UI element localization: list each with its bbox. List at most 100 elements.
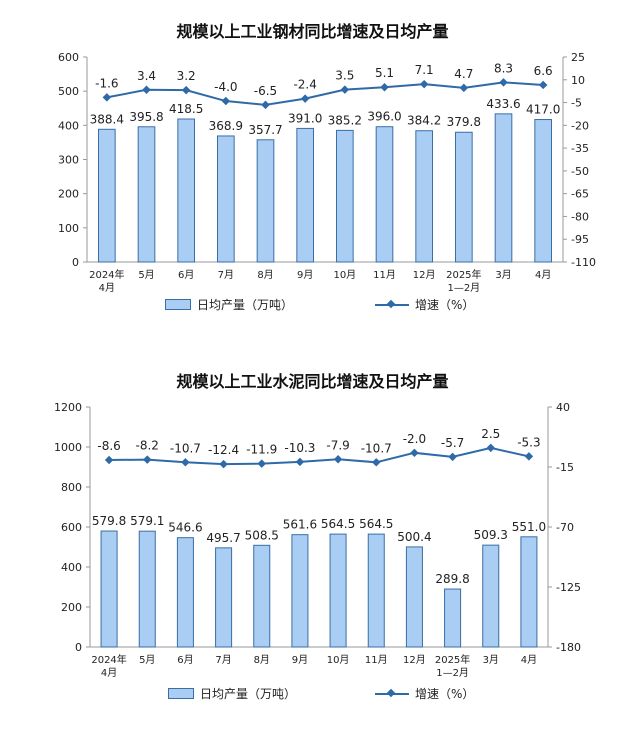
bar-value-label: 509.3: [474, 528, 508, 542]
growth-value-label: -8.6: [97, 439, 120, 453]
x-tick-label: 5月: [139, 654, 155, 666]
right-tick-label: -70: [556, 521, 574, 534]
growth-point: [104, 455, 114, 465]
x-tick-label: 1—2月: [436, 667, 469, 679]
left-tick-label: 400: [58, 119, 79, 132]
x-tick-label: 4月: [521, 654, 537, 666]
right-tick-label: -35: [571, 142, 589, 155]
bar-value-label: 388.4: [90, 112, 124, 126]
x-tick-label: 4月: [101, 667, 117, 679]
x-tick-label: 2024年: [89, 268, 124, 281]
x-tick-label: 12月: [403, 654, 426, 666]
right-tick-label: 40: [556, 401, 570, 414]
left-tick-label: 100: [58, 222, 79, 235]
steel-chart: 规模以上工业钢材同比增速及日均产量 0 100 200 300 400 500 600 25 1…: [0, 0, 625, 345]
legend-bar-label: 日均产量（万吨）: [197, 298, 294, 312]
bar-value-label: 396.0: [367, 110, 401, 124]
growth-value-label: -12.4: [208, 443, 239, 457]
growth-point: [340, 85, 350, 94]
growth-point: [380, 82, 389, 92]
growth-value-label: -7.9: [326, 438, 349, 452]
bar: [137, 126, 156, 263]
legend-line: 增速（%）: [375, 685, 474, 702]
bar: [415, 130, 433, 263]
bar: [336, 129, 354, 263]
bar: [329, 533, 347, 648]
growth-point: [459, 83, 469, 93]
left-tick-label: 800: [61, 481, 82, 494]
x-tick-label: 1—2月: [447, 282, 480, 294]
bar-value-label: 546.6: [168, 521, 202, 535]
bar: [520, 536, 538, 648]
left-tick-label: 600: [61, 521, 82, 534]
growth-point: [181, 458, 190, 467]
growth-point: [181, 85, 191, 95]
bar: [367, 533, 385, 648]
cement-chart: 规模以上工业水泥同比增速及日均产量 0 200 400 600 800 1000 1200 4…: [0, 360, 625, 745]
bar-value-label: 384.2: [407, 114, 441, 128]
legend-bar-label: 日均产量（万吨）: [200, 687, 297, 701]
growth-point: [499, 78, 508, 87]
x-tick-label: 3月: [495, 269, 511, 281]
growth-value-label: -6.5: [254, 84, 277, 98]
right-tick-label: -15: [556, 461, 574, 474]
right-tick-label: -80: [571, 210, 589, 223]
bar-value-label: 495.7: [206, 531, 240, 545]
bar-value-label: 564.5: [359, 517, 393, 531]
bar-value-label: 379.8: [447, 115, 481, 129]
x-tick-label: 2025年: [435, 653, 470, 666]
line-swatch: [375, 299, 409, 310]
right-tick-label: 25: [571, 51, 585, 64]
x-tick-label: 3月: [483, 654, 499, 666]
bar-value-label: 579.8: [92, 514, 126, 528]
growth-value-label: 8.3: [494, 61, 513, 75]
x-tick-label: 11月: [373, 269, 396, 281]
line-swatch: [375, 688, 409, 699]
right-tick-label: -180: [556, 641, 581, 654]
legend-line-label: 增速（%）: [415, 687, 475, 701]
legend-line-label: 增速（%）: [415, 298, 475, 312]
legend-bar: 日均产量（万吨）: [165, 296, 293, 313]
bar-value-label: 433.6: [486, 97, 520, 111]
left-tick-label: 600: [58, 51, 79, 64]
steel-chart-plot: 0 100 200 300 400 500 600 25 10 -5 -20 -35 -50 -65 -80…: [58, 51, 596, 294]
growth-point: [486, 443, 495, 453]
bar: [455, 131, 473, 263]
bar: [291, 534, 309, 648]
x-tick-label: 12月: [413, 269, 436, 281]
left-tick-label: 1200: [54, 401, 82, 414]
left-tick-label: 500: [58, 85, 79, 98]
growth-point: [102, 93, 112, 102]
legend-bar: 日均产量（万吨）: [168, 685, 296, 702]
bar-swatch: [165, 299, 191, 310]
bar: [177, 118, 195, 263]
right-tick-label: -125: [556, 581, 581, 594]
growth-value-label: -10.3: [284, 441, 315, 455]
bar: [217, 135, 235, 263]
x-tick-label: 10月: [327, 654, 350, 666]
bar-value-label: 357.7: [248, 123, 282, 137]
growth-value-label: -10.7: [361, 441, 392, 455]
chart-title: 规模以上工业水泥同比增速及日均产量: [176, 372, 449, 391]
bar-value-label: 385.2: [328, 113, 362, 127]
right-tick-label: 10: [571, 74, 585, 87]
left-tick-label: 300: [58, 154, 79, 167]
bar-value-label: 500.4: [397, 530, 431, 544]
bar: [375, 126, 394, 263]
left-tick-label: 200: [61, 601, 82, 614]
bar: [215, 547, 233, 648]
x-tick-label: 4月: [99, 282, 115, 294]
x-tick-label: 7月: [218, 269, 234, 281]
growth-value-label: 7.1: [415, 63, 434, 77]
bar-value-label: 508.5: [245, 528, 279, 542]
growth-point: [221, 96, 231, 106]
growth-point: [300, 94, 310, 103]
bar-value-label: 551.0: [512, 520, 546, 534]
growth-value-label: -5.3: [517, 435, 540, 449]
bar-value-label: 395.8: [129, 110, 163, 124]
growth-point: [142, 85, 151, 95]
left-tick-label: 400: [61, 561, 82, 574]
bar-value-label: 564.5: [321, 517, 355, 531]
growth-point: [372, 458, 381, 467]
bar-swatch: [168, 688, 194, 699]
